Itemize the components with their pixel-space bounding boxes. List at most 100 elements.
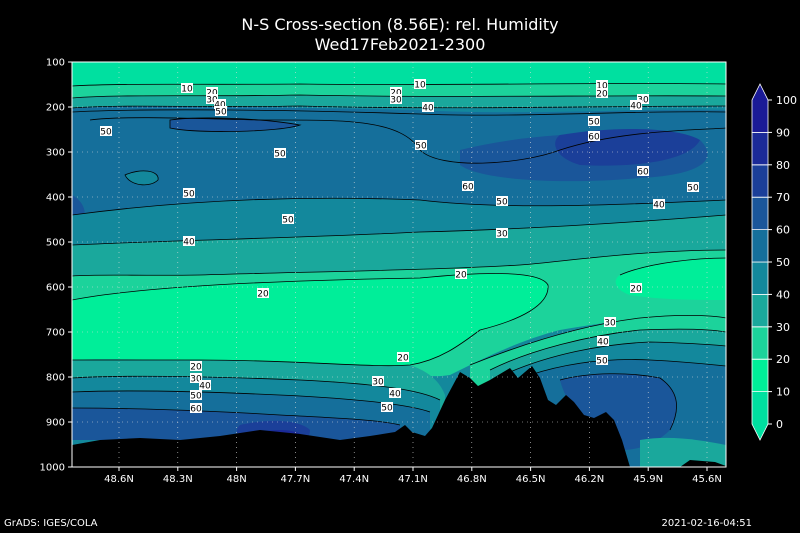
svg-text:30: 30 [496,230,508,240]
y-tick-label: 300 [46,148,65,159]
colorbar: 0 10 20 30 40 50 60 70 80 90 100 [751,83,797,441]
contour-label: 50 [596,355,608,367]
contour-label: 60 [190,403,202,415]
svg-text:30: 30 [206,96,218,106]
svg-text:60: 60 [588,133,600,143]
contour-label: 40 [389,388,401,400]
svg-text:50: 50 [215,108,227,118]
contour-label: 30 [372,376,384,388]
svg-text:40: 40 [597,338,609,348]
svg-text:50: 50 [596,357,608,367]
contour-label: 30 [190,373,202,385]
y-tick-label: 800 [46,373,65,384]
contour-label: 50 [183,188,195,200]
contour-label: 40 [214,99,226,111]
y-axis: 100 200 300 400 500 600 700 800 900 1000 [40,58,72,474]
footer-left: GrADS: IGES/COLA [4,518,98,529]
svg-text:50: 50 [183,190,195,200]
colorbar-segment [751,132,769,166]
svg-text:50: 50 [190,392,202,402]
contour-label: 60 [637,166,649,178]
svg-text:40: 40 [389,390,401,400]
y-tick-label: 500 [46,238,65,249]
contour-label: 50 [496,196,508,208]
contour-label: 30 [496,228,508,240]
svg-text:30: 30 [637,96,649,106]
colorbar-segment [751,391,769,441]
colorbar-segment [751,358,769,392]
y-tick-label: 600 [46,283,65,294]
svg-text:10: 10 [181,85,193,95]
contour-label: 60 [588,131,600,143]
contour-label: 50 [215,106,227,118]
contour-label: 10 [414,79,426,91]
svg-text:20: 20 [190,363,202,373]
colorbar-label: 60 [776,224,790,237]
contour-label: 40 [422,102,434,114]
svg-text:50: 50 [588,118,600,128]
x-tick-label: 47.1N [398,474,428,485]
colorbar-label: 30 [776,321,790,334]
y-tick-label: 400 [46,193,65,204]
svg-text:50: 50 [274,150,286,160]
contour-label: 20 [190,361,202,373]
colorbar-segment [751,164,769,198]
contour-label: 20 [257,288,269,300]
colorbar-segment [751,83,769,133]
svg-text:60: 60 [462,183,474,193]
colorbar-label: 90 [776,126,790,139]
contour-label: 50 [588,116,600,128]
x-tick-label: 46.5N [516,474,546,485]
contour-label: 30 [206,94,218,106]
contour-label: 10 [181,83,193,95]
svg-text:20: 20 [206,89,218,99]
svg-text:30: 30 [390,96,402,106]
svg-text:60: 60 [637,168,649,178]
x-tick-label: 48N [226,474,246,485]
svg-text:20: 20 [390,89,402,99]
contour-label: 50 [282,214,294,226]
x-tick-label: 48.6N [104,474,134,485]
svg-text:50: 50 [687,184,699,194]
contour-label: 20 [390,87,402,99]
chart-title: N-S Cross-section (8.56E): rel. Humidity [241,15,559,34]
svg-text:20: 20 [257,290,269,300]
svg-text:40: 40 [653,201,665,211]
y-tick-label: 200 [46,103,65,114]
chart-subtitle: Wed17Feb2021-2300 [314,35,486,54]
x-tick-label: 46.2N [575,474,605,485]
svg-text:60: 60 [190,405,202,415]
x-tick-label: 48.3N [163,474,193,485]
svg-text:50: 50 [100,128,112,138]
x-tick-label: 46.8N [457,474,487,485]
plot-area [72,62,726,467]
contour-label: 30 [604,317,616,329]
contour-label: 50 [687,182,699,194]
contour-label: 20 [630,283,642,295]
colorbar-segment [751,229,769,263]
contour-label: 40 [630,100,642,112]
contour-label: 20 [596,88,608,100]
contour-label: 20 [397,352,409,364]
colorbar-label: 70 [776,191,790,204]
svg-text:50: 50 [282,216,294,226]
x-tick-label: 45.9N [633,474,663,485]
colorbar-label: 100 [776,94,797,107]
svg-text:50: 50 [381,404,393,414]
contour-label: 60 [462,181,474,193]
svg-text:30: 30 [372,378,384,388]
colorbar-label: 80 [776,159,790,172]
svg-text:20: 20 [397,354,409,364]
contour-label: 50 [190,390,202,402]
x-tick-label: 45.6N [692,474,722,485]
colorbar-label: 0 [776,418,783,431]
colorbar-label: 50 [776,256,790,269]
contour-label: 10 [596,80,608,92]
x-axis: 48.6N 48.3N 48N 47.7N 47.4N 47.1N 46.8N 46.5N 46… [104,467,722,485]
y-tick-label: 900 [46,418,65,429]
colorbar-label: 40 [776,288,790,301]
svg-text:20: 20 [630,285,642,295]
y-tick-label: 1000 [40,463,65,474]
svg-text:40: 40 [214,101,226,111]
